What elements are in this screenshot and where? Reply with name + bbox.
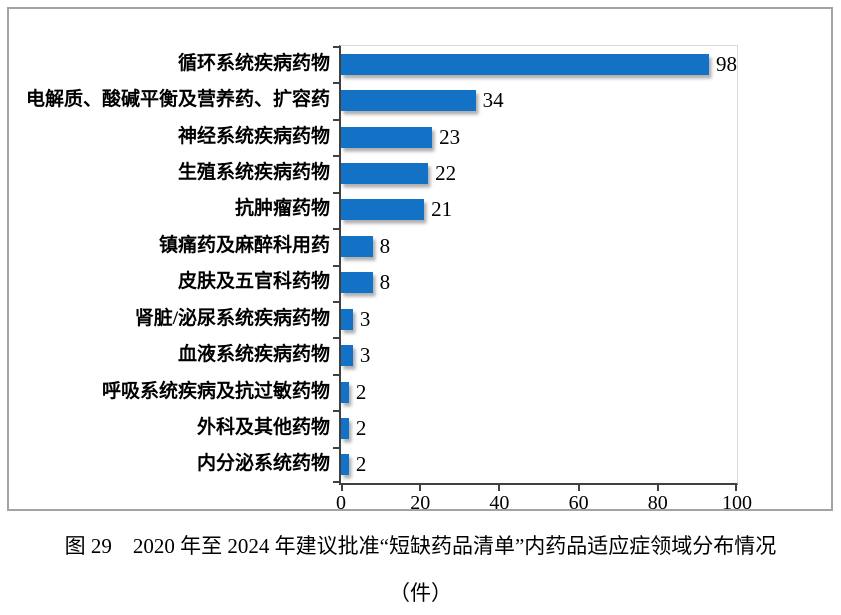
bar: [341, 199, 425, 221]
x-axis-tick: [735, 485, 737, 491]
value-label: 2: [355, 415, 367, 440]
bar: [341, 454, 349, 476]
bar: [341, 53, 709, 75]
y-axis-tick: [333, 228, 339, 230]
bar-rows: 98 34 23 22 21 8 8 3 3 2 2 2: [341, 46, 737, 483]
bar: [341, 272, 373, 294]
y-axis-tick: [333, 82, 339, 84]
category-label: 抗肿瘤药物: [234, 198, 330, 220]
category-label: 循环系统疾病药物: [177, 52, 330, 74]
y-axis-tick: [333, 374, 339, 376]
value-label: 2: [355, 379, 367, 404]
x-axis-tick-label: 0: [336, 492, 346, 514]
y-axis-tick: [333, 337, 339, 339]
bar: [341, 345, 353, 367]
x-axis-tick: [341, 485, 343, 491]
bar: [341, 308, 353, 330]
bar-row: 21: [341, 192, 737, 228]
x-axis-tick: [419, 485, 422, 491]
bar-row: 3: [341, 337, 737, 373]
bar: [341, 126, 433, 148]
x-axis-tick: [656, 485, 659, 491]
x-axis-tick-labels: 0 20 40 60 80 100: [336, 490, 752, 516]
x-axis-tick-label: 40: [489, 492, 510, 514]
y-axis-tick: [333, 410, 339, 412]
bar: [341, 162, 429, 184]
x-axis-tick-label: 60: [568, 492, 589, 514]
figure-unit-label: （件）: [389, 581, 452, 605]
category-label: 电解质、酸碱平衡及营养药、扩容药: [25, 89, 330, 111]
y-axis-tick: [333, 119, 339, 121]
value-label: 34: [482, 88, 504, 113]
category-label: 镇痛药及麻醉科用药: [158, 234, 330, 256]
category-label: 皮肤及五官科药物: [177, 271, 330, 293]
chart-frame: 循环系统疾病药物电解质、酸碱平衡及营养药、扩容药神经系统疾病药物 生殖系统疾病药物…: [7, 7, 833, 514]
bar-row: 34: [341, 82, 737, 118]
category-label: 神经系统疾病药物: [177, 125, 330, 147]
bar-row: 2: [341, 374, 737, 410]
bar: [341, 381, 349, 403]
x-axis-tick: [498, 485, 501, 491]
figure-caption: 图 29 2020 年至 2024 年建议批准“短缺药品清单”内药品适应症领域分…: [64, 534, 777, 558]
bar-row: 2: [341, 410, 737, 446]
bar: [341, 90, 476, 112]
value-label: 3: [359, 306, 371, 331]
y-axis-tick: [333, 192, 339, 194]
category-label: 血液系统疾病药物: [177, 344, 330, 366]
y-axis-tick: [333, 46, 339, 48]
x-axis-tick-label: 100: [722, 492, 752, 514]
value-label: 22: [435, 160, 457, 185]
y-axis-tick: [333, 155, 339, 157]
value-label: 8: [379, 270, 391, 295]
x-axis-tick-label: 80: [647, 492, 668, 514]
y-axis-tick: [333, 481, 339, 483]
bar-row: 3: [341, 301, 737, 337]
bar-row: 23: [341, 119, 737, 155]
value-label: 8: [379, 233, 391, 258]
y-axis-tick: [333, 447, 339, 449]
value-label: 98: [716, 51, 737, 76]
y-axis-tick: [333, 265, 339, 267]
bar-row: 8: [341, 265, 737, 301]
category-labels: 循环系统疾病药物电解质、酸碱平衡及营养药、扩容药神经系统疾病药物 生殖系统疾病药物…: [9, 45, 330, 482]
bar: [341, 235, 373, 257]
plot-area: 98 34 23 22 21 8 8 3 3 2 2 2: [333, 45, 738, 491]
value-label: 23: [439, 124, 461, 149]
bar-row: 22: [341, 155, 737, 191]
y-axis-tick: [333, 301, 339, 303]
category-label: 内分泌系统药物: [196, 453, 330, 475]
value-label: 21: [431, 197, 453, 222]
category-label: 外科及其他药物: [196, 416, 330, 438]
category-label: 生殖系统疾病药物: [177, 161, 330, 183]
x-axis-tick-label: 20: [410, 492, 431, 514]
category-label: 肾脏/泌尿系统疾病药物: [134, 307, 330, 329]
bar: [341, 417, 349, 439]
value-label: 3: [359, 343, 371, 368]
bar-row: 8: [341, 228, 737, 264]
value-label: 2: [355, 452, 367, 477]
category-label: 呼吸系统疾病及抗过敏药物: [101, 380, 330, 402]
bar-row: 2: [341, 447, 737, 483]
bar-row: 98: [341, 46, 737, 82]
x-axis-tick: [577, 485, 580, 491]
